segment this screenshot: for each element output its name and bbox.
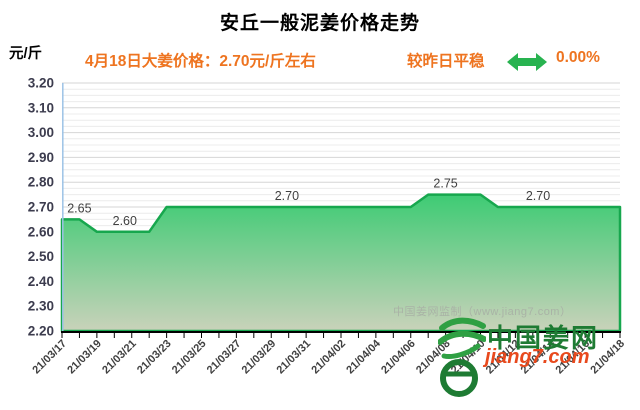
svg-text:2.65: 2.65 <box>67 201 91 215</box>
svg-text:2.70: 2.70 <box>28 200 54 215</box>
svg-text:2.80: 2.80 <box>28 175 54 190</box>
svg-text:2.20: 2.20 <box>28 324 54 339</box>
svg-text:21/03/21: 21/03/21 <box>100 338 139 377</box>
price-area-chart: 2.20 2.30 2.40 2.50 2.60 2.70 2.80 2.90 3.00 3.10… <box>28 76 627 377</box>
double-arrow-shape <box>507 53 547 71</box>
current-price-subtitle: 4月18日大姜价格：2.70元/斤左右 <box>85 53 316 70</box>
trend-percentage-value: 0.00% <box>556 49 600 66</box>
svg-text:2.70: 2.70 <box>526 189 550 203</box>
site-logo: 中国姜网 jiang7.com <box>438 308 638 410</box>
logo-site-name: 中国姜网 <box>487 323 600 353</box>
trend-vs-yesterday-label: 较昨日平稳 <box>407 53 485 70</box>
svg-text:2.50: 2.50 <box>28 249 54 264</box>
svg-text:21/03/27: 21/03/27 <box>205 338 244 377</box>
svg-text:2.75: 2.75 <box>433 177 457 191</box>
svg-text:21/03/25: 21/03/25 <box>170 338 209 377</box>
flat-double-arrow-icon <box>507 53 547 71</box>
svg-text:2.30: 2.30 <box>28 299 54 314</box>
svg-text:2.40: 2.40 <box>28 274 54 289</box>
svg-text:21/04/02: 21/04/02 <box>309 338 348 377</box>
svg-text:21/03/29: 21/03/29 <box>240 338 279 377</box>
y-axis-unit-label: 元/斤 <box>9 46 43 62</box>
svg-text:3.20: 3.20 <box>28 76 54 91</box>
svg-text:2.70: 2.70 <box>275 189 299 203</box>
logo-site-url: jiang7.com <box>485 346 590 368</box>
svg-text:21/04/04: 21/04/04 <box>344 337 383 376</box>
svg-text:21/04/06: 21/04/06 <box>379 338 418 377</box>
svg-text:21/03/17: 21/03/17 <box>30 338 69 377</box>
svg-text:3.00: 3.00 <box>28 125 54 140</box>
svg-text:21/03/31: 21/03/31 <box>274 338 313 377</box>
svg-text:2.60: 2.60 <box>113 214 137 228</box>
chart-title: 安丘一般泥姜价格走势 <box>219 13 420 34</box>
ginger-leaf-e-logo-icon <box>438 317 486 397</box>
svg-text:3.10: 3.10 <box>28 100 54 115</box>
svg-text:21/03/19: 21/03/19 <box>65 338 104 377</box>
svg-text:21/03/23: 21/03/23 <box>135 338 174 377</box>
watermark-text: 中国姜网监制（www.jiang7.com） <box>393 306 572 318</box>
y-axis-tick-labels: 2.20 2.30 2.40 2.50 2.60 2.70 2.80 2.90 3.00 3.10… <box>28 76 54 339</box>
price-area-series <box>60 193 622 333</box>
svg-text:2.90: 2.90 <box>28 150 54 165</box>
svg-text:2.60: 2.60 <box>28 224 54 239</box>
data-point-labels: 2.65 2.60 2.70 2.75 2.70 <box>67 177 550 228</box>
